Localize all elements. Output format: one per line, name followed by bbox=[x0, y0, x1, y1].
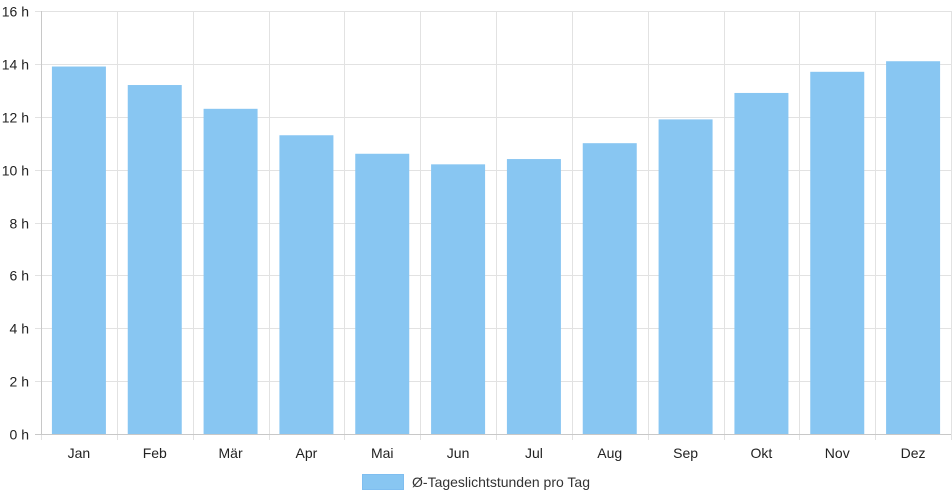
axes bbox=[35, 11, 951, 435]
x-tick-label: Okt bbox=[751, 445, 773, 461]
bar bbox=[431, 164, 486, 434]
y-tick-label: 8 h bbox=[10, 216, 29, 232]
bars bbox=[51, 61, 941, 435]
bar bbox=[51, 66, 106, 435]
y-tick-label: 16 h bbox=[2, 4, 29, 20]
x-tick-label: Apr bbox=[296, 445, 318, 461]
y-tick-label: 14 h bbox=[2, 57, 29, 73]
bar bbox=[127, 85, 182, 435]
y-tick-label: 10 h bbox=[2, 163, 29, 179]
x-tick-label: Dez bbox=[901, 445, 926, 461]
y-tick-label: 12 h bbox=[2, 110, 29, 126]
legend-swatch bbox=[362, 474, 405, 490]
x-tick-labels: Jan Feb Mär Apr Mai Jun Jul Aug Sep Okt Nov Dez bbox=[68, 445, 926, 461]
x-tick-label: Nov bbox=[825, 445, 850, 461]
y-tick-label: 2 h bbox=[10, 374, 29, 390]
bar bbox=[810, 71, 865, 435]
bar bbox=[582, 143, 637, 434]
y-tick-label: 4 h bbox=[10, 321, 29, 337]
x-tick-label: Feb bbox=[143, 445, 167, 461]
bar bbox=[734, 92, 789, 435]
x-tick-label: Jun bbox=[447, 445, 470, 461]
x-tick-label: Jul bbox=[525, 445, 543, 461]
bar bbox=[506, 159, 561, 435]
y-tick-label: 6 h bbox=[10, 268, 29, 284]
x-tick-label: Jan bbox=[68, 445, 91, 461]
bar-chart: 0 h 2 h 4 h 6 h 8 h 10 h 12 h 14 h 16 h Jan Feb Mä… bbox=[2, 4, 952, 461]
x-tick-label: Sep bbox=[673, 445, 698, 461]
x-tick-label: Aug bbox=[597, 445, 622, 461]
bar bbox=[279, 135, 334, 434]
bar bbox=[658, 119, 713, 435]
y-tick-labels: 0 h 2 h 4 h 6 h 8 h 10 h 12 h 14 h 16 h bbox=[2, 4, 29, 443]
y-tick-label: 0 h bbox=[10, 427, 29, 443]
bar bbox=[203, 108, 258, 434]
legend[interactable]: Ø-Tageslichtstunden pro Tag bbox=[0, 470, 952, 494]
bar bbox=[886, 61, 941, 434]
bar bbox=[355, 153, 410, 434]
legend-label: Ø-Tageslichtstunden pro Tag bbox=[412, 474, 590, 490]
x-tick-label: Mai bbox=[371, 445, 394, 461]
x-tick-label: Mär bbox=[219, 445, 243, 461]
